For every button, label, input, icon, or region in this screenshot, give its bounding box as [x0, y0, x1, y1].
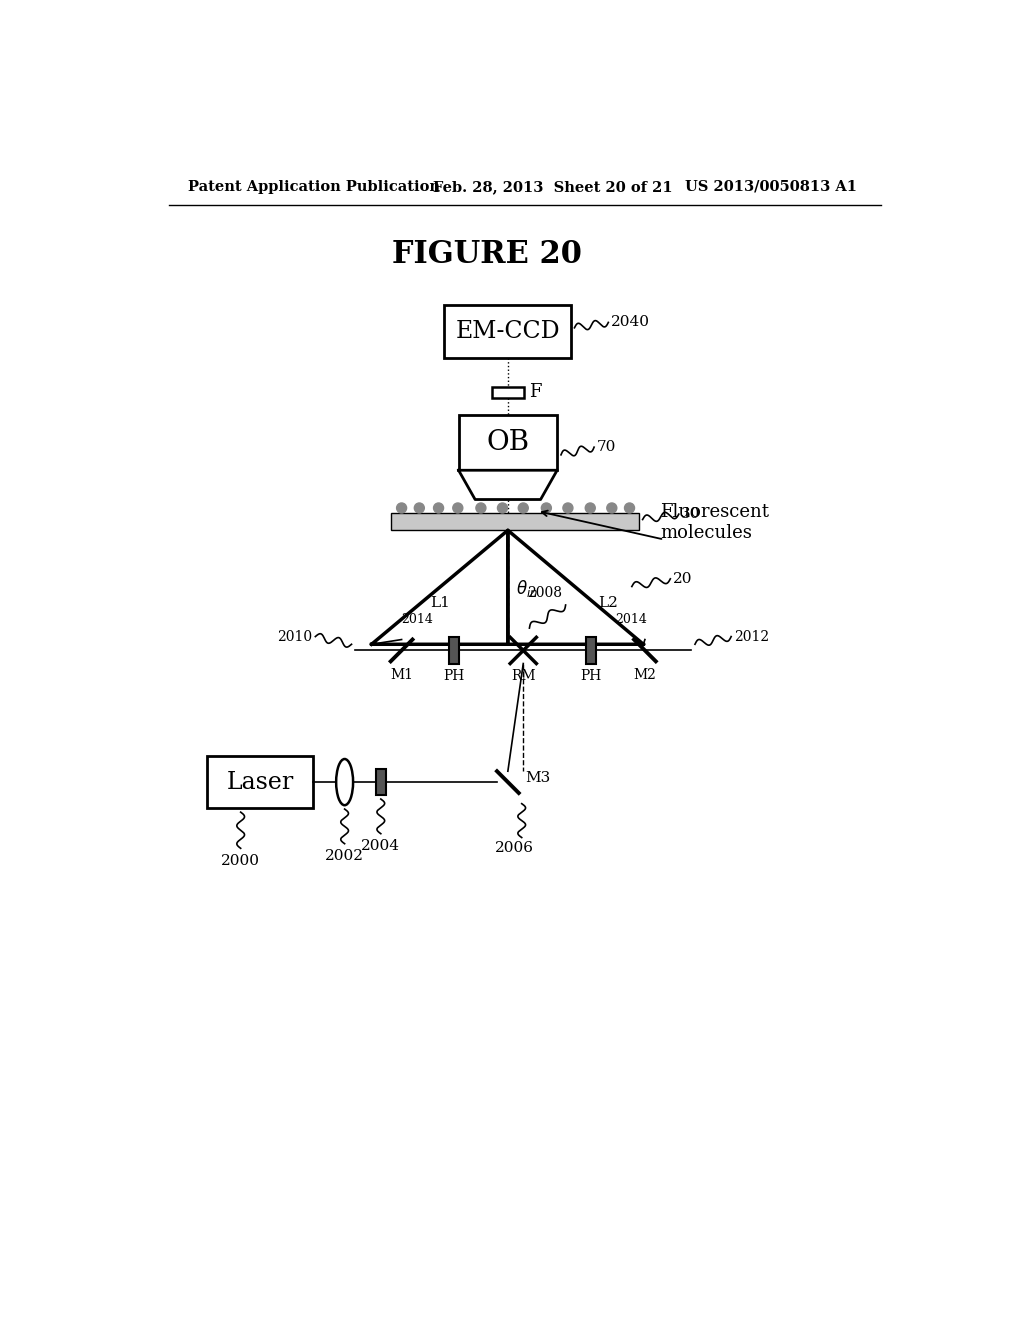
Text: OB: OB	[486, 429, 529, 455]
Text: M1: M1	[390, 668, 413, 682]
Text: L2: L2	[598, 595, 617, 610]
Text: 2040: 2040	[611, 315, 650, 330]
Circle shape	[542, 503, 551, 513]
Text: RM: RM	[511, 669, 536, 682]
Circle shape	[396, 503, 407, 513]
FancyBboxPatch shape	[444, 305, 571, 358]
Text: Feb. 28, 2013  Sheet 20 of 21: Feb. 28, 2013 Sheet 20 of 21	[433, 180, 673, 194]
Text: F: F	[529, 384, 542, 401]
Ellipse shape	[336, 759, 353, 805]
FancyBboxPatch shape	[586, 638, 596, 664]
FancyBboxPatch shape	[391, 513, 639, 531]
Text: FIGURE 20: FIGURE 20	[392, 239, 583, 271]
Circle shape	[433, 503, 443, 513]
Circle shape	[498, 503, 508, 513]
FancyBboxPatch shape	[449, 638, 459, 664]
Circle shape	[586, 503, 595, 513]
Text: Fluorescent
molecules: Fluorescent molecules	[660, 503, 769, 543]
Text: M3: M3	[525, 771, 550, 785]
Text: 70: 70	[597, 440, 616, 454]
Text: PH: PH	[443, 669, 465, 682]
Text: 2014: 2014	[401, 612, 433, 626]
Text: 2000: 2000	[221, 854, 260, 867]
Circle shape	[415, 503, 424, 513]
FancyBboxPatch shape	[207, 756, 313, 808]
Text: 2010: 2010	[278, 630, 312, 644]
FancyBboxPatch shape	[492, 387, 524, 397]
Text: US 2013/0050813 A1: US 2013/0050813 A1	[685, 180, 857, 194]
Text: 2002: 2002	[326, 849, 365, 863]
Text: 20: 20	[673, 572, 692, 586]
Text: 2008: 2008	[527, 586, 562, 599]
FancyBboxPatch shape	[459, 414, 557, 470]
Text: L1: L1	[430, 595, 450, 610]
Circle shape	[476, 503, 486, 513]
Text: 2006: 2006	[495, 841, 534, 855]
Text: Laser: Laser	[226, 771, 294, 793]
Text: M2: M2	[634, 668, 656, 682]
Text: 30: 30	[681, 507, 700, 521]
Circle shape	[453, 503, 463, 513]
Circle shape	[625, 503, 635, 513]
Circle shape	[607, 503, 616, 513]
Text: Patent Application Publication: Patent Application Publication	[188, 180, 440, 194]
Text: 2014: 2014	[615, 612, 647, 626]
Circle shape	[563, 503, 572, 513]
Circle shape	[518, 503, 528, 513]
Text: PH: PH	[581, 669, 602, 682]
Text: EM-CCD: EM-CCD	[456, 321, 560, 343]
Polygon shape	[459, 470, 557, 499]
FancyBboxPatch shape	[376, 770, 386, 795]
Text: $\theta_{in}$: $\theta_{in}$	[515, 578, 538, 599]
Text: 2012: 2012	[734, 630, 769, 644]
Text: 2004: 2004	[361, 840, 400, 853]
